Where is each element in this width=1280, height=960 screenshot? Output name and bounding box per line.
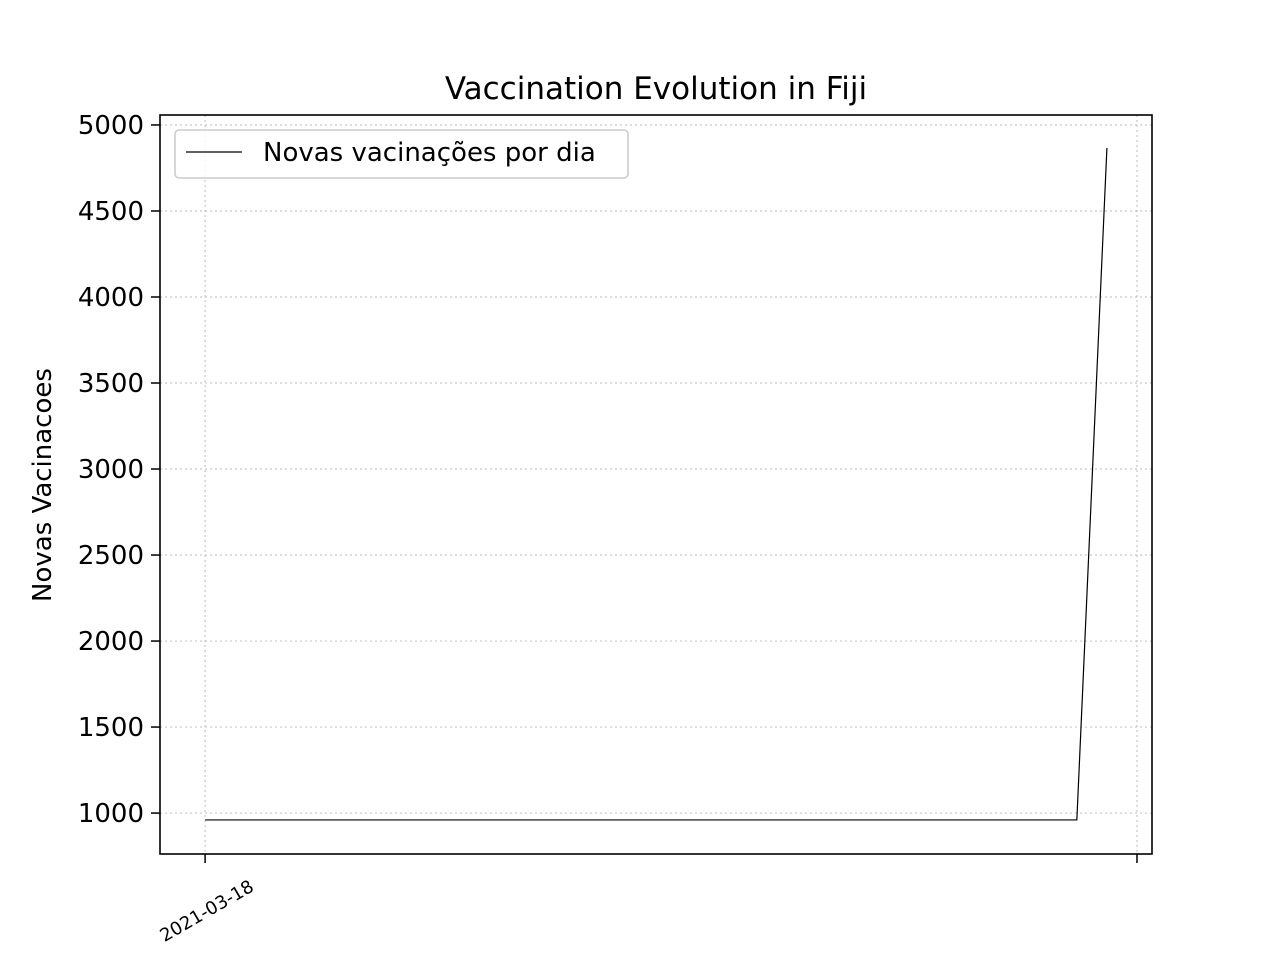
y-tick-label: 3500 [78, 369, 144, 399]
chart-title: Vaccination Evolution in Fiji [445, 71, 867, 107]
y-tick-label: 2500 [78, 541, 144, 571]
y-tick-label: 1000 [78, 799, 144, 829]
y-tick-label: 3000 [78, 455, 144, 485]
y-tick-label: 1500 [78, 713, 144, 743]
y-axis-label: Novas Vacinacoes [28, 368, 58, 602]
y-tick-label: 4000 [78, 283, 144, 313]
y-tick-label: 4500 [78, 197, 144, 227]
y-tick-label: 2000 [78, 627, 144, 657]
legend-box [174, 129, 629, 179]
legend-label: Novas vacinações por dia [263, 138, 596, 168]
plot-frame [159, 114, 1153, 855]
y-tick-label: 5000 [78, 111, 144, 141]
data-line [205, 148, 1108, 821]
